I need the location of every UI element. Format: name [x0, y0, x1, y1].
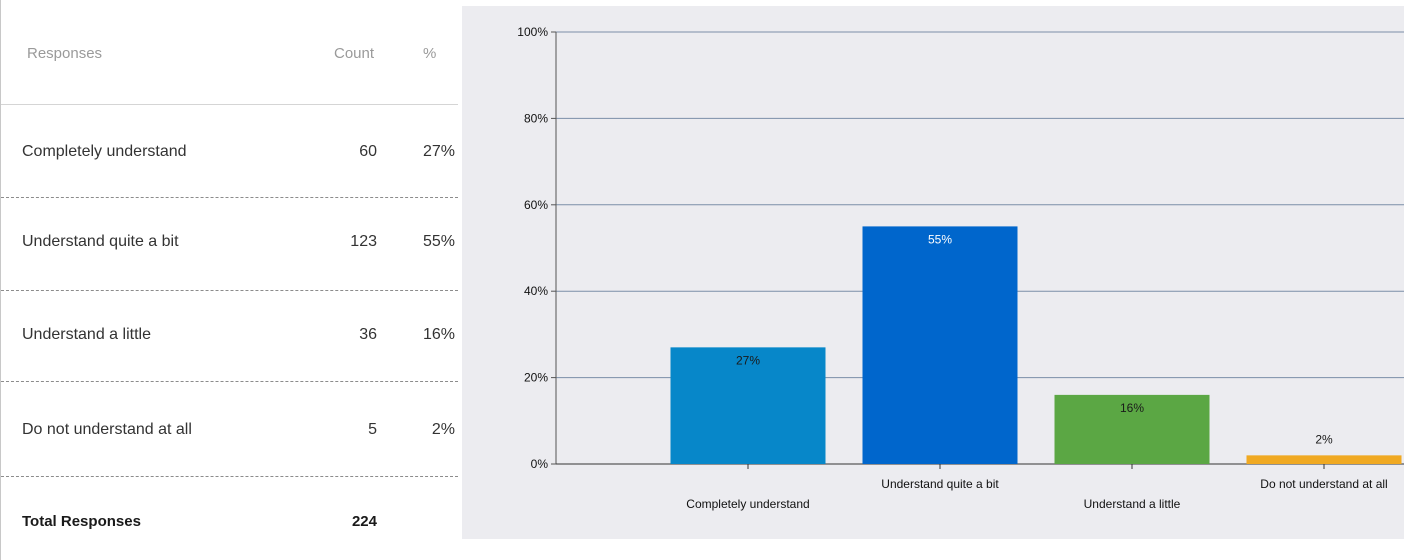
y-tick-label: 20% [524, 371, 548, 385]
bar [1054, 394, 1210, 464]
data-label: 2% [1315, 432, 1333, 446]
row-percent: 16% [422, 326, 455, 343]
chart-canvas: 0% 20% 40% 60% 80% 100% 27% Completely understa… [517, 25, 1404, 511]
total-label: Total Responses [22, 513, 141, 530]
row-divider [1, 476, 458, 477]
data-label: 16% [1120, 401, 1144, 415]
header-responses: Responses [27, 45, 103, 62]
bar [1246, 455, 1402, 464]
row-label: Do not understand at all [22, 421, 192, 438]
row-label: Understand a little [22, 326, 151, 343]
x-tick-label: Completely understand [686, 497, 809, 511]
total-count: 224 [351, 513, 377, 530]
row-label: Understand quite a bit [22, 233, 179, 250]
row-count: 36 [359, 326, 377, 343]
x-tick-label: Understand a little [1084, 497, 1181, 511]
bar [670, 347, 826, 464]
row-percent: 55% [422, 233, 455, 250]
x-tick-label: Do not understand at all [1260, 477, 1387, 491]
table-row: Understand a little 36 16% [1, 326, 461, 346]
row-percent: 27% [422, 143, 455, 160]
total-row: Total Responses 224 [1, 513, 461, 533]
x-tick-label: Understand quite a bit [881, 477, 999, 491]
data-label: 55% [928, 232, 952, 246]
row-divider [1, 381, 458, 382]
responses-table: Responses Count % Completely understand … [0, 0, 460, 560]
bar-chart: 0% 20% 40% 60% 80% 100% 27% Completely understa… [462, 6, 1404, 539]
table-row: Do not understand at all 5 2% [1, 421, 461, 441]
y-tick-label: 60% [524, 198, 548, 212]
header-percent: % [423, 45, 437, 62]
y-tick-label: 0% [531, 457, 549, 471]
row-percent: 2% [431, 421, 455, 438]
row-label: Completely understand [22, 143, 187, 160]
row-count: 60 [359, 143, 377, 160]
y-tick-label: 80% [524, 111, 548, 125]
row-divider [1, 290, 458, 291]
table-row: Completely understand 60 27% [1, 143, 461, 163]
row-divider [1, 197, 458, 198]
y-tick-label: 100% [517, 25, 548, 39]
data-label: 27% [736, 353, 760, 367]
row-count: 5 [368, 421, 377, 438]
row-count: 123 [350, 233, 377, 250]
table-row: Understand quite a bit 123 55% [1, 233, 461, 253]
bar [862, 226, 1018, 464]
header-count: Count [334, 45, 375, 62]
y-tick-label: 40% [524, 284, 548, 298]
header-divider [1, 104, 458, 105]
